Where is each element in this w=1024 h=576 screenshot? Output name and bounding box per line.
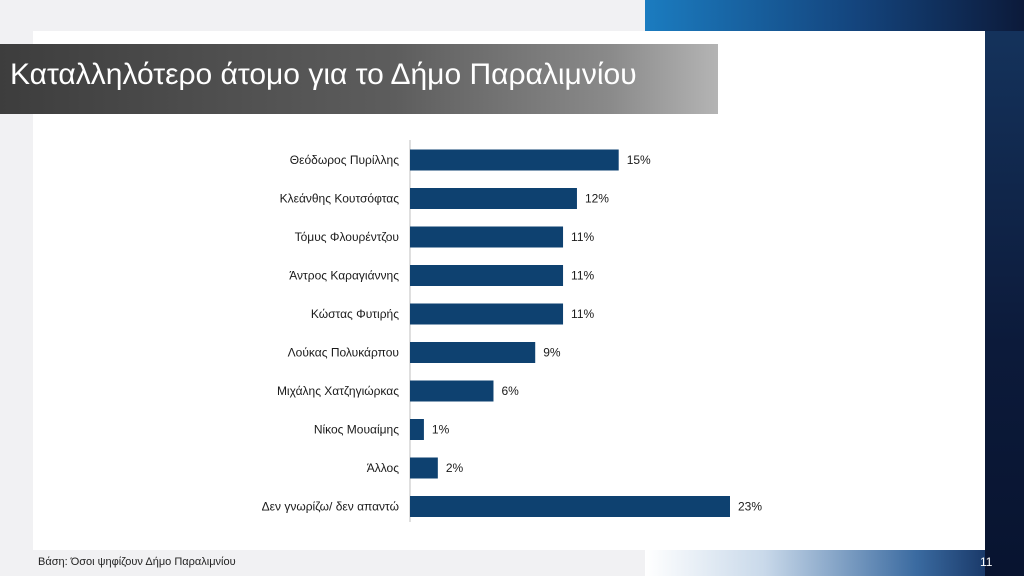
slide-title: Καταλληλότερο άτομο για το Δήμο Παραλιμν… xyxy=(10,58,637,91)
bar xyxy=(410,149,619,171)
base-footnote: Βάση: Όσοι ψηφίζουν Δήμο Παραλιμνίου xyxy=(38,556,236,568)
category-labels-group: Θεόδωρος Πυρίλλης Κλεάνθης Κουτσόφτας Τόμυ… xyxy=(262,153,400,514)
category-label: Τόμυς Φλουρέντζου xyxy=(295,230,399,244)
bars-group xyxy=(410,149,730,517)
bar xyxy=(410,496,730,517)
category-label: Θεόδωρος Πυρίλλης xyxy=(290,153,399,167)
category-label: Νίκος Μουαίμης xyxy=(314,423,399,437)
title-bar xyxy=(0,44,718,114)
value-label: 1% xyxy=(432,423,450,437)
bottom-decorative-band xyxy=(645,550,985,576)
content-panel xyxy=(33,31,985,550)
right-decorative-band xyxy=(985,0,1024,576)
value-label: 11% xyxy=(571,230,594,244)
bar xyxy=(410,303,564,325)
category-label: Δεν γνωρίζω/ δεν απαντώ xyxy=(262,500,399,514)
category-label: Μιχάλης Χατζηγιώρκας xyxy=(277,384,399,398)
value-label: 23% xyxy=(738,500,762,514)
value-labels-group: 15% 12% 11% 11% 11% 9% 6% 1% 2% 23% xyxy=(432,153,762,514)
page-number: 11 xyxy=(980,555,993,569)
value-label: 11% xyxy=(571,269,594,283)
value-label: 12% xyxy=(585,192,609,206)
value-label: 2% xyxy=(446,461,464,475)
value-label: 6% xyxy=(501,384,519,398)
category-label: Άλλος xyxy=(367,461,400,475)
value-label: 9% xyxy=(543,346,561,360)
bar xyxy=(410,380,494,402)
bar xyxy=(410,457,438,479)
bar xyxy=(410,419,424,440)
category-label: Κώστας Φυτιρής xyxy=(311,307,399,321)
category-label: Λούκας Πολυκάρπου xyxy=(288,346,399,360)
value-label: 15% xyxy=(627,153,651,167)
category-label: Κλεάνθης Κουτσόφτας xyxy=(280,192,400,206)
bar xyxy=(410,226,564,248)
bar xyxy=(410,342,536,363)
category-label: Άντρος Καραγιάννης xyxy=(289,269,399,283)
bar xyxy=(410,265,564,286)
bar xyxy=(410,188,577,209)
top-decorative-band xyxy=(645,0,1024,31)
value-label: 11% xyxy=(571,307,594,321)
